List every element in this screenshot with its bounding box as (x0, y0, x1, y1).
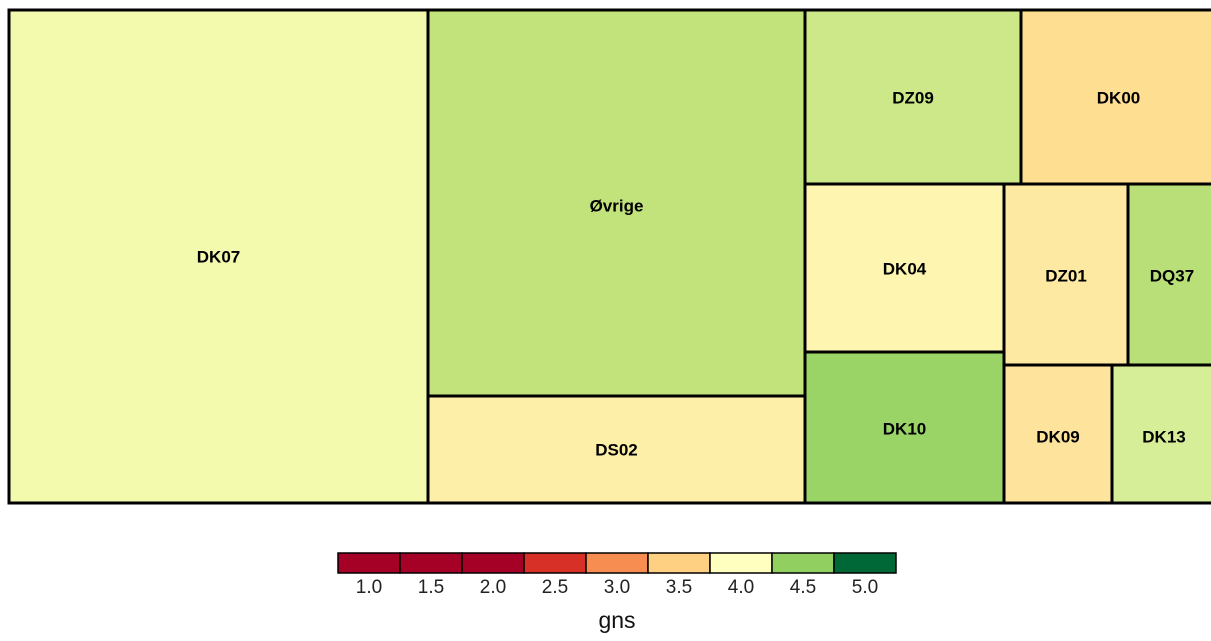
treemap-label-dz01: DZ01 (1045, 266, 1087, 285)
treemap-cell-dz09 (803, 8, 1023, 186)
treemap-cell-øvrige (426, 8, 807, 398)
legend-swatch-5 (585, 552, 649, 574)
treemap-cell-dq37 (1126, 182, 1211, 367)
treemap-label-dk10: DK10 (883, 419, 926, 438)
treemap-cell-dk00 (1019, 8, 1211, 186)
treemap-label-ds02: DS02 (595, 440, 638, 459)
treemap-label-dk07: DK07 (197, 247, 240, 266)
treemap-label-dk13: DK13 (1142, 427, 1185, 446)
color-legend: 1.0 1.5 2.0 2.5 3.0 3.5 4.0 4.5 5.0 gns (337, 552, 897, 633)
legend-tick-label: 1.5 (418, 577, 444, 598)
treemap-label-dz09: DZ09 (892, 88, 934, 107)
treemap-cell-dk07 (7, 8, 430, 505)
treemap-label-øvrige: Øvrige (590, 196, 644, 215)
legend-tick-label: 2.5 (542, 577, 568, 598)
treemap-cell-dk09 (1002, 363, 1114, 505)
legend-tick-label: 2.0 (480, 577, 506, 598)
treemap-label-dq37: DQ37 (1150, 266, 1194, 285)
legend-swatch-9 (833, 552, 897, 574)
treemap-cell-dk10 (803, 350, 1006, 505)
legend-tick-label: 1.0 (356, 577, 382, 598)
legend-tick-label: 3.0 (604, 577, 630, 598)
treemap-label-dk09: DK09 (1036, 427, 1079, 446)
legend-swatch-3 (461, 552, 525, 574)
treemap-cells: DK07 Øvrige DS02 DZ09 DK00 DK04 DZ01 DQ37 DK10 DK… (7, 8, 1211, 505)
legend-tick-label: 5.0 (852, 577, 878, 598)
legend-title: gns (598, 607, 635, 633)
treemap-cell-ds02 (426, 394, 807, 505)
treemap-label-dk04: DK04 (883, 259, 927, 278)
treemap-cell-dk13 (1110, 363, 1211, 505)
legend-swatch-6 (647, 552, 711, 574)
legend-swatch-8 (771, 552, 835, 574)
legend-swatch-7 (709, 552, 773, 574)
legend-tick-label: 4.0 (728, 577, 754, 598)
legend-tick-label: 4.5 (790, 577, 816, 598)
legend-swatch-1 (337, 552, 401, 574)
treemap-cell-dk04 (803, 182, 1006, 354)
legend-tick-label: 3.5 (666, 577, 692, 598)
legend-swatch-2 (399, 552, 463, 574)
treemap-cell-dz01 (1002, 182, 1130, 367)
legend-swatch-4 (523, 552, 587, 574)
treemap-label-dk00: DK00 (1097, 88, 1140, 107)
